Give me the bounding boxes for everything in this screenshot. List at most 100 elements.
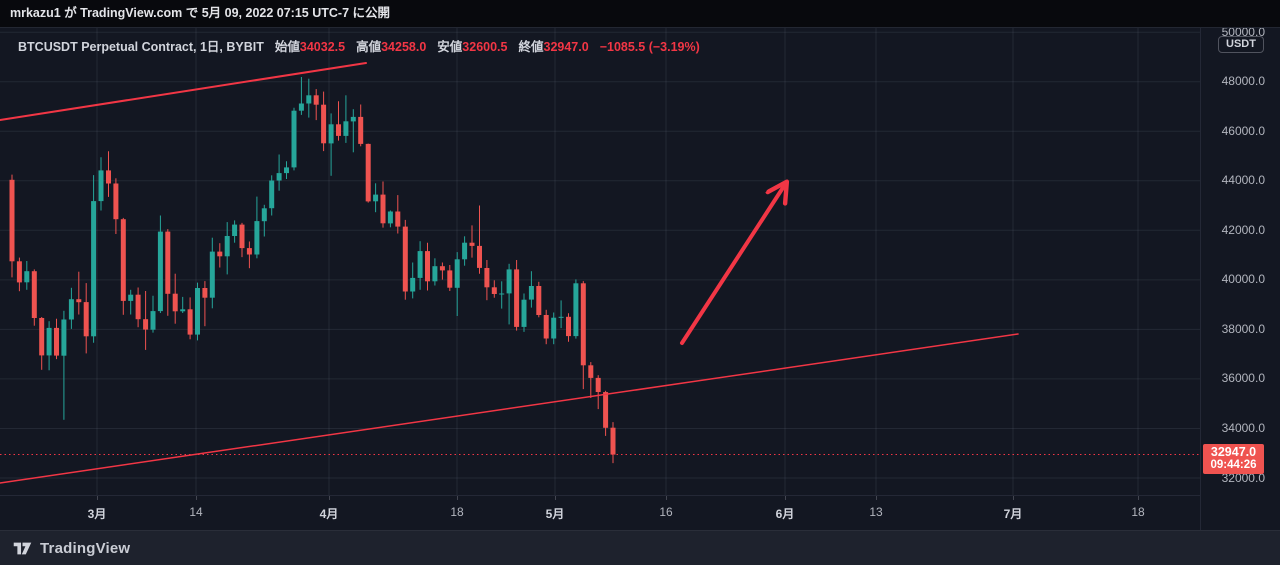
candle (588, 362, 594, 398)
candle-body (120, 219, 126, 301)
time-axis-label: 4月 (319, 507, 339, 521)
time-axis-label: 13 (869, 505, 883, 519)
time-axis[interactable]: 3月 14 4月 18 5月 16 6月 13 7月 18 (0, 495, 1200, 530)
time-axis-label: 14 (189, 505, 203, 519)
candle (477, 205, 482, 274)
last-price: 32947.0 (1210, 445, 1257, 459)
candle-body (83, 302, 89, 337)
candle (54, 318, 59, 360)
candle (484, 260, 490, 301)
candle-body (284, 167, 289, 174)
candle (61, 310, 67, 420)
time-axis-label: 18 (450, 505, 464, 519)
candle-body (24, 271, 30, 283)
close-label: 終値 (518, 40, 544, 54)
last-price-badge: 32947.0 09:44:26 (1203, 444, 1264, 474)
candle-body (328, 124, 334, 144)
candle-body (454, 259, 460, 288)
candle (573, 279, 579, 339)
candle (410, 262, 416, 299)
candle (46, 321, 52, 371)
candle-body (217, 251, 223, 257)
candle-body (588, 365, 594, 378)
candle (135, 287, 141, 328)
open-label: 始値 (274, 40, 300, 54)
candle (83, 283, 89, 354)
candle (106, 151, 111, 197)
close-value: 32947.0 (543, 40, 589, 54)
candlestick-chart[interactable] (0, 28, 1200, 495)
candle (580, 281, 586, 390)
time-axis-tick (876, 496, 877, 500)
trendline[interactable] (0, 62, 367, 121)
symbol-legend[interactable]: BTCUSDT Perpetual Contract, 1日, BYBIT 始値 3… (18, 36, 700, 55)
candle-body (566, 316, 571, 337)
candle-body (187, 309, 193, 335)
tradingview-logo-label: TradingView (40, 539, 131, 557)
candle-body (432, 266, 438, 282)
time-axis-label: 3月 (87, 507, 107, 521)
trendline[interactable] (0, 333, 1019, 484)
time-axis-tick (97, 496, 98, 500)
candle-body (358, 116, 364, 144)
candle-body (224, 236, 230, 257)
candle-body (16, 261, 22, 283)
time-axis-label: 6月 (775, 507, 795, 521)
candle (447, 265, 453, 291)
candle-body (521, 299, 527, 327)
candle-body (573, 283, 579, 337)
candle (298, 77, 304, 115)
candle-body (54, 327, 59, 356)
candle-body (239, 224, 245, 249)
candle (425, 242, 430, 291)
price-axis-label: 42000.0 (1221, 222, 1265, 237)
candle (98, 157, 104, 211)
candle (551, 312, 557, 345)
tradingview-logo-icon (13, 542, 32, 554)
candle-body (380, 194, 386, 224)
candle-body (603, 392, 609, 428)
symbol-title[interactable]: BTCUSDT Perpetual Contract, 1日, BYBIT (18, 40, 264, 54)
candle (172, 273, 178, 324)
candle (143, 291, 149, 350)
candle-body (462, 242, 468, 260)
countdown-timer: 09:44:26 (1210, 459, 1257, 471)
price-axis-label: 50000.0 (1221, 28, 1265, 39)
candle-body (150, 311, 156, 330)
candle-body (9, 179, 15, 262)
candle (261, 204, 267, 237)
candle-body (373, 194, 379, 202)
trend-arrow[interactable] (680, 183, 786, 345)
candle-body (128, 294, 134, 301)
candle (417, 241, 423, 290)
candle-body (165, 231, 171, 294)
candle (350, 109, 356, 153)
candle-body (313, 95, 319, 105)
candle-body (417, 251, 423, 278)
candle-body (610, 427, 616, 455)
candle-body (447, 270, 453, 288)
candle-body (336, 124, 341, 136)
candle-body (180, 309, 186, 312)
candle (239, 222, 245, 258)
candle (336, 101, 341, 141)
candle-body (484, 268, 490, 288)
price-axis[interactable]: USDT 32947.0 09:44:26 50000.0 48000.0 4600… (1200, 28, 1280, 530)
tradingview-logo[interactable]: TradingView (13, 540, 130, 557)
candle-body (106, 170, 111, 184)
candle-body (135, 294, 141, 320)
candle (610, 422, 616, 464)
candle (543, 309, 549, 345)
candle (195, 282, 200, 341)
candle-body (499, 293, 505, 295)
candle (284, 161, 289, 179)
time-axis-tick (457, 496, 458, 500)
candle (491, 280, 497, 298)
candle (113, 178, 119, 234)
candle-body (543, 315, 549, 339)
low-value: 32600.5 (462, 40, 508, 54)
candle-body (551, 317, 557, 339)
candle (536, 281, 542, 318)
candle-body (410, 277, 416, 292)
candle (202, 281, 208, 327)
